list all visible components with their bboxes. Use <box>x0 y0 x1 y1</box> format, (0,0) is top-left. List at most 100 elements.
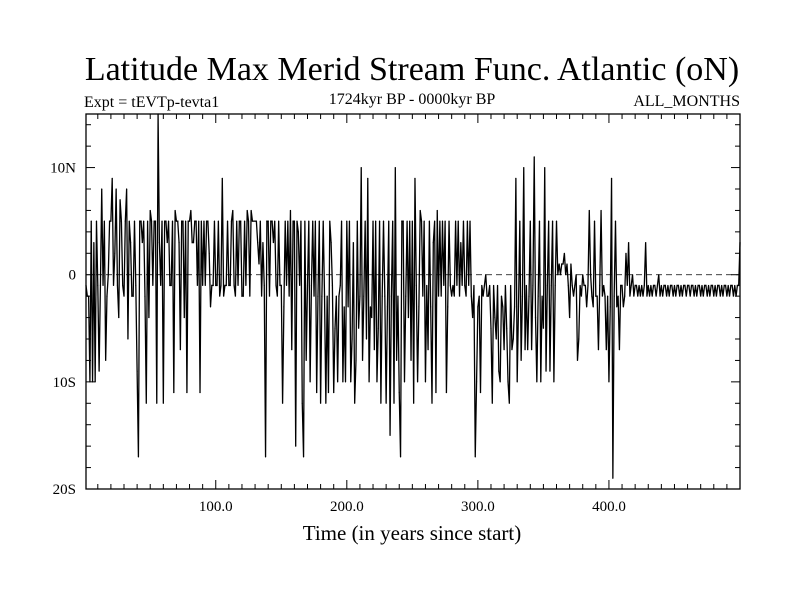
data-point <box>285 284 288 287</box>
data-point <box>230 220 233 222</box>
data-point <box>225 284 227 287</box>
data-point <box>428 220 430 222</box>
data-point <box>681 295 683 297</box>
data-point <box>689 295 691 297</box>
data-point <box>99 284 102 287</box>
data-point <box>250 209 252 212</box>
data-point <box>474 456 476 458</box>
data-point <box>706 295 708 297</box>
data-point <box>659 295 661 297</box>
data-point <box>278 220 280 222</box>
data-point <box>154 220 157 222</box>
data-point <box>617 295 619 297</box>
x-axis-title: Time (in years since start) <box>303 521 522 545</box>
data-point <box>719 295 721 297</box>
data-point <box>253 220 255 222</box>
data-point <box>481 284 483 287</box>
data-point <box>629 295 631 297</box>
data-point <box>410 359 412 362</box>
data-point <box>153 220 155 222</box>
data-point <box>630 284 632 287</box>
data-point <box>656 284 659 287</box>
data-point <box>302 456 305 458</box>
data-point <box>525 284 527 287</box>
data-point <box>579 284 581 287</box>
data-point <box>624 295 626 297</box>
data-point <box>555 220 558 222</box>
data-point <box>274 220 276 222</box>
data-point <box>376 381 378 383</box>
data-point <box>368 381 370 383</box>
data-point <box>717 284 719 287</box>
data-point <box>342 381 344 383</box>
data-point <box>697 284 699 287</box>
data-point <box>443 284 445 287</box>
data-point <box>110 220 112 222</box>
data-point <box>318 220 320 222</box>
data-point <box>183 316 185 319</box>
data-point <box>591 295 593 297</box>
data-point <box>722 295 724 297</box>
data-point <box>205 220 208 222</box>
data-point <box>527 349 529 351</box>
data-point <box>198 220 200 222</box>
data-point <box>536 381 538 383</box>
data-point <box>531 349 533 351</box>
data-point <box>676 284 678 287</box>
data-point <box>608 381 610 383</box>
data-point <box>432 241 434 244</box>
data-point <box>266 220 268 222</box>
data-point <box>287 220 289 222</box>
data-point <box>715 295 718 297</box>
data-point <box>664 284 666 287</box>
data-point <box>551 220 554 222</box>
data-point <box>658 274 660 276</box>
data-point <box>127 338 129 340</box>
data-point <box>462 220 465 222</box>
data-point <box>320 402 322 404</box>
data-point <box>207 220 209 222</box>
data-point <box>533 156 535 158</box>
data-point <box>698 284 700 287</box>
data-point <box>430 306 432 308</box>
data-point <box>483 284 486 287</box>
data-point <box>662 295 664 297</box>
data-point <box>639 295 641 297</box>
data-point <box>181 220 183 222</box>
data-point <box>140 220 142 222</box>
data-point <box>512 338 514 340</box>
data-point <box>422 295 424 297</box>
data-point <box>668 295 670 297</box>
data-point <box>97 284 99 287</box>
data-point <box>98 370 100 372</box>
data-point <box>386 306 389 308</box>
data-point <box>420 220 423 222</box>
data-point <box>614 220 617 222</box>
data-point <box>444 220 446 222</box>
data-point <box>507 381 509 383</box>
data-point <box>116 284 119 287</box>
data-point <box>707 284 710 287</box>
data-point <box>633 295 635 297</box>
data-point <box>268 295 271 297</box>
data-point <box>297 231 299 233</box>
data-point <box>343 306 345 308</box>
data-point <box>643 284 645 287</box>
data-point <box>355 359 357 362</box>
data-point <box>93 241 95 244</box>
data-point <box>448 220 450 222</box>
data-point <box>468 284 470 287</box>
data-point <box>195 220 197 222</box>
data-point <box>477 306 479 308</box>
data-point <box>726 295 728 297</box>
data-point <box>592 306 594 308</box>
data-point <box>648 295 651 297</box>
data-point <box>179 349 181 351</box>
data-point <box>489 284 491 287</box>
data-point <box>301 402 303 404</box>
data-point <box>177 220 179 222</box>
data-point <box>542 327 545 329</box>
data-point <box>337 381 339 383</box>
data-point <box>106 295 108 297</box>
data-point <box>322 220 324 222</box>
